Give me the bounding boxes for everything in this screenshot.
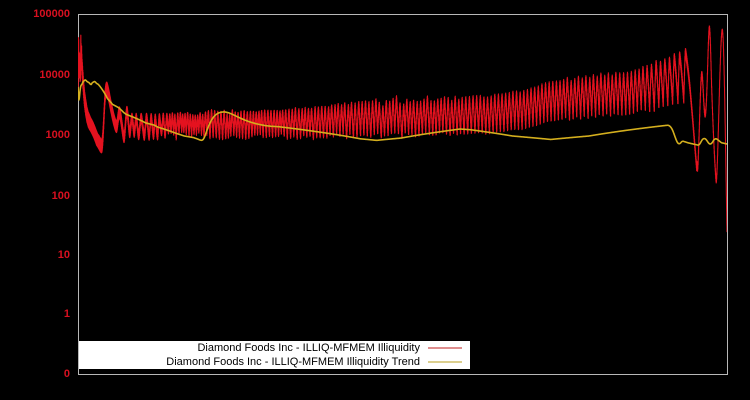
y-axis-tick-0: 100000 (33, 8, 70, 20)
data-series-layer (78, 25, 727, 233)
legend-label-1: Diamond Foods Inc - ILLIQ-MFMEM Illiquid… (166, 356, 420, 368)
plot-border (78, 14, 728, 375)
y-axis-tick-1: 10000 (39, 69, 70, 81)
y-axis-tick-2: 1000 (46, 129, 70, 141)
y-axis-tick-3: 100 (52, 190, 70, 202)
legend-label-0: Diamond Foods Inc - ILLIQ-MFMEM Illiquid… (197, 342, 420, 354)
y-axis-tick-5: 1 (64, 308, 70, 320)
series-line-illiquidity-trend (78, 79, 727, 146)
plot-area-frame (78, 14, 728, 375)
legend-background (79, 341, 470, 369)
y-axis-tick-4: 10 (58, 249, 70, 261)
chart-legend[interactable]: Diamond Foods Inc - ILLIQ-MFMEM Illiquid… (79, 341, 470, 369)
y-axis-tick-6: 0 (64, 368, 70, 380)
series-line-illiquidity (78, 25, 727, 233)
